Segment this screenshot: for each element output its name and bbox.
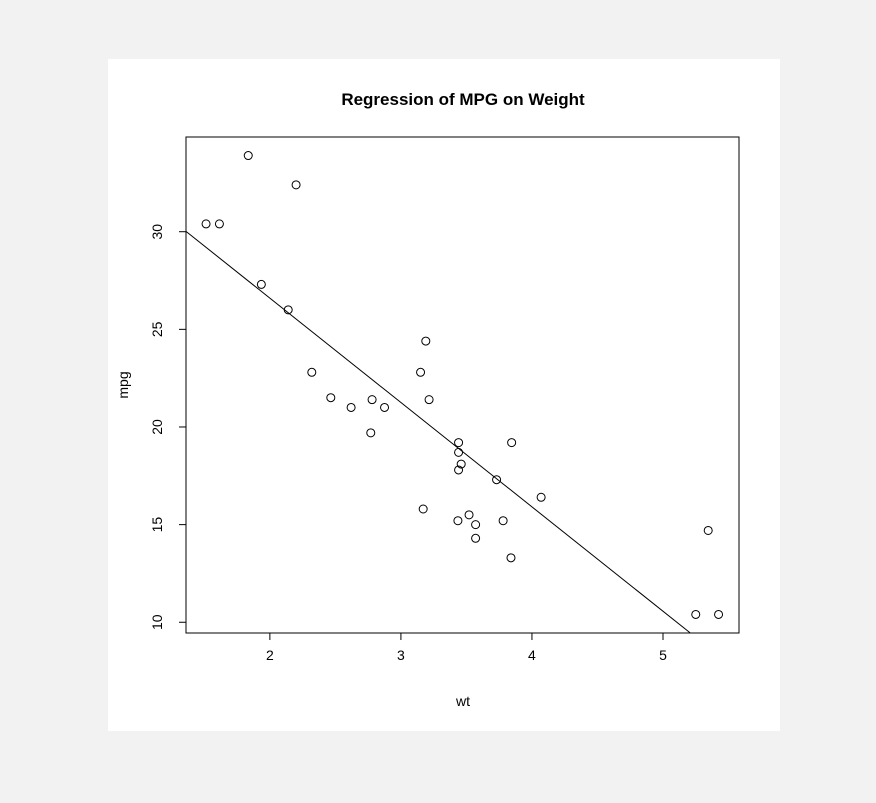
x-tick-label: 4 <box>528 647 536 663</box>
data-point <box>506 553 516 563</box>
y-tick-label: 15 <box>149 517 165 533</box>
data-point <box>507 438 517 448</box>
data-point <box>471 520 481 530</box>
data-point <box>418 504 428 514</box>
chart-title: Regression of MPG on Weight <box>341 90 585 109</box>
y-tick-label: 10 <box>149 614 165 630</box>
data-point <box>498 516 508 526</box>
plot-frame <box>185 136 740 634</box>
data-point <box>703 525 713 535</box>
data-point <box>454 447 464 457</box>
y-axis: 10 15 20 25 30 <box>149 224 187 630</box>
data-point <box>424 395 434 405</box>
data-point <box>421 336 431 346</box>
x-axis-label: wt <box>455 693 470 709</box>
y-tick-label: 25 <box>149 321 165 337</box>
data-point <box>536 492 546 502</box>
y-axis-label: mpg <box>115 371 131 398</box>
data-point <box>471 533 481 543</box>
data-point <box>691 609 701 619</box>
data-point <box>201 219 211 229</box>
data-point <box>714 609 724 619</box>
scatter-chart: Regression of MPG on Weight 2 3 4 5 10 15 20 2… <box>115 90 740 709</box>
data-point <box>283 305 293 315</box>
data-point <box>380 402 390 412</box>
data-point <box>326 393 336 403</box>
y-tick-label: 20 <box>149 419 165 435</box>
data-point <box>346 402 356 412</box>
data-point <box>214 219 224 229</box>
data-point <box>367 395 377 405</box>
data-point <box>456 459 466 469</box>
y-tick-label: 30 <box>149 224 165 240</box>
data-point <box>291 180 301 190</box>
x-tick-label: 3 <box>397 647 405 663</box>
data-point <box>454 465 464 475</box>
data-point <box>256 279 266 289</box>
data-point <box>454 438 464 448</box>
data-points <box>201 151 724 619</box>
data-point <box>492 475 502 485</box>
regression-layer <box>185 230 691 634</box>
plot-figure: Regression of MPG on Weight 2 3 4 5 10 15 20 2… <box>108 59 780 731</box>
data-point <box>307 367 317 377</box>
data-point <box>243 151 253 161</box>
data-point <box>464 510 474 520</box>
data-point <box>453 516 463 526</box>
x-tick-label: 5 <box>659 647 667 663</box>
regression-line <box>185 230 691 634</box>
x-axis: 2 3 4 5 <box>266 632 667 663</box>
data-point <box>366 428 376 438</box>
x-tick-label: 2 <box>266 647 274 663</box>
data-point <box>416 367 426 377</box>
